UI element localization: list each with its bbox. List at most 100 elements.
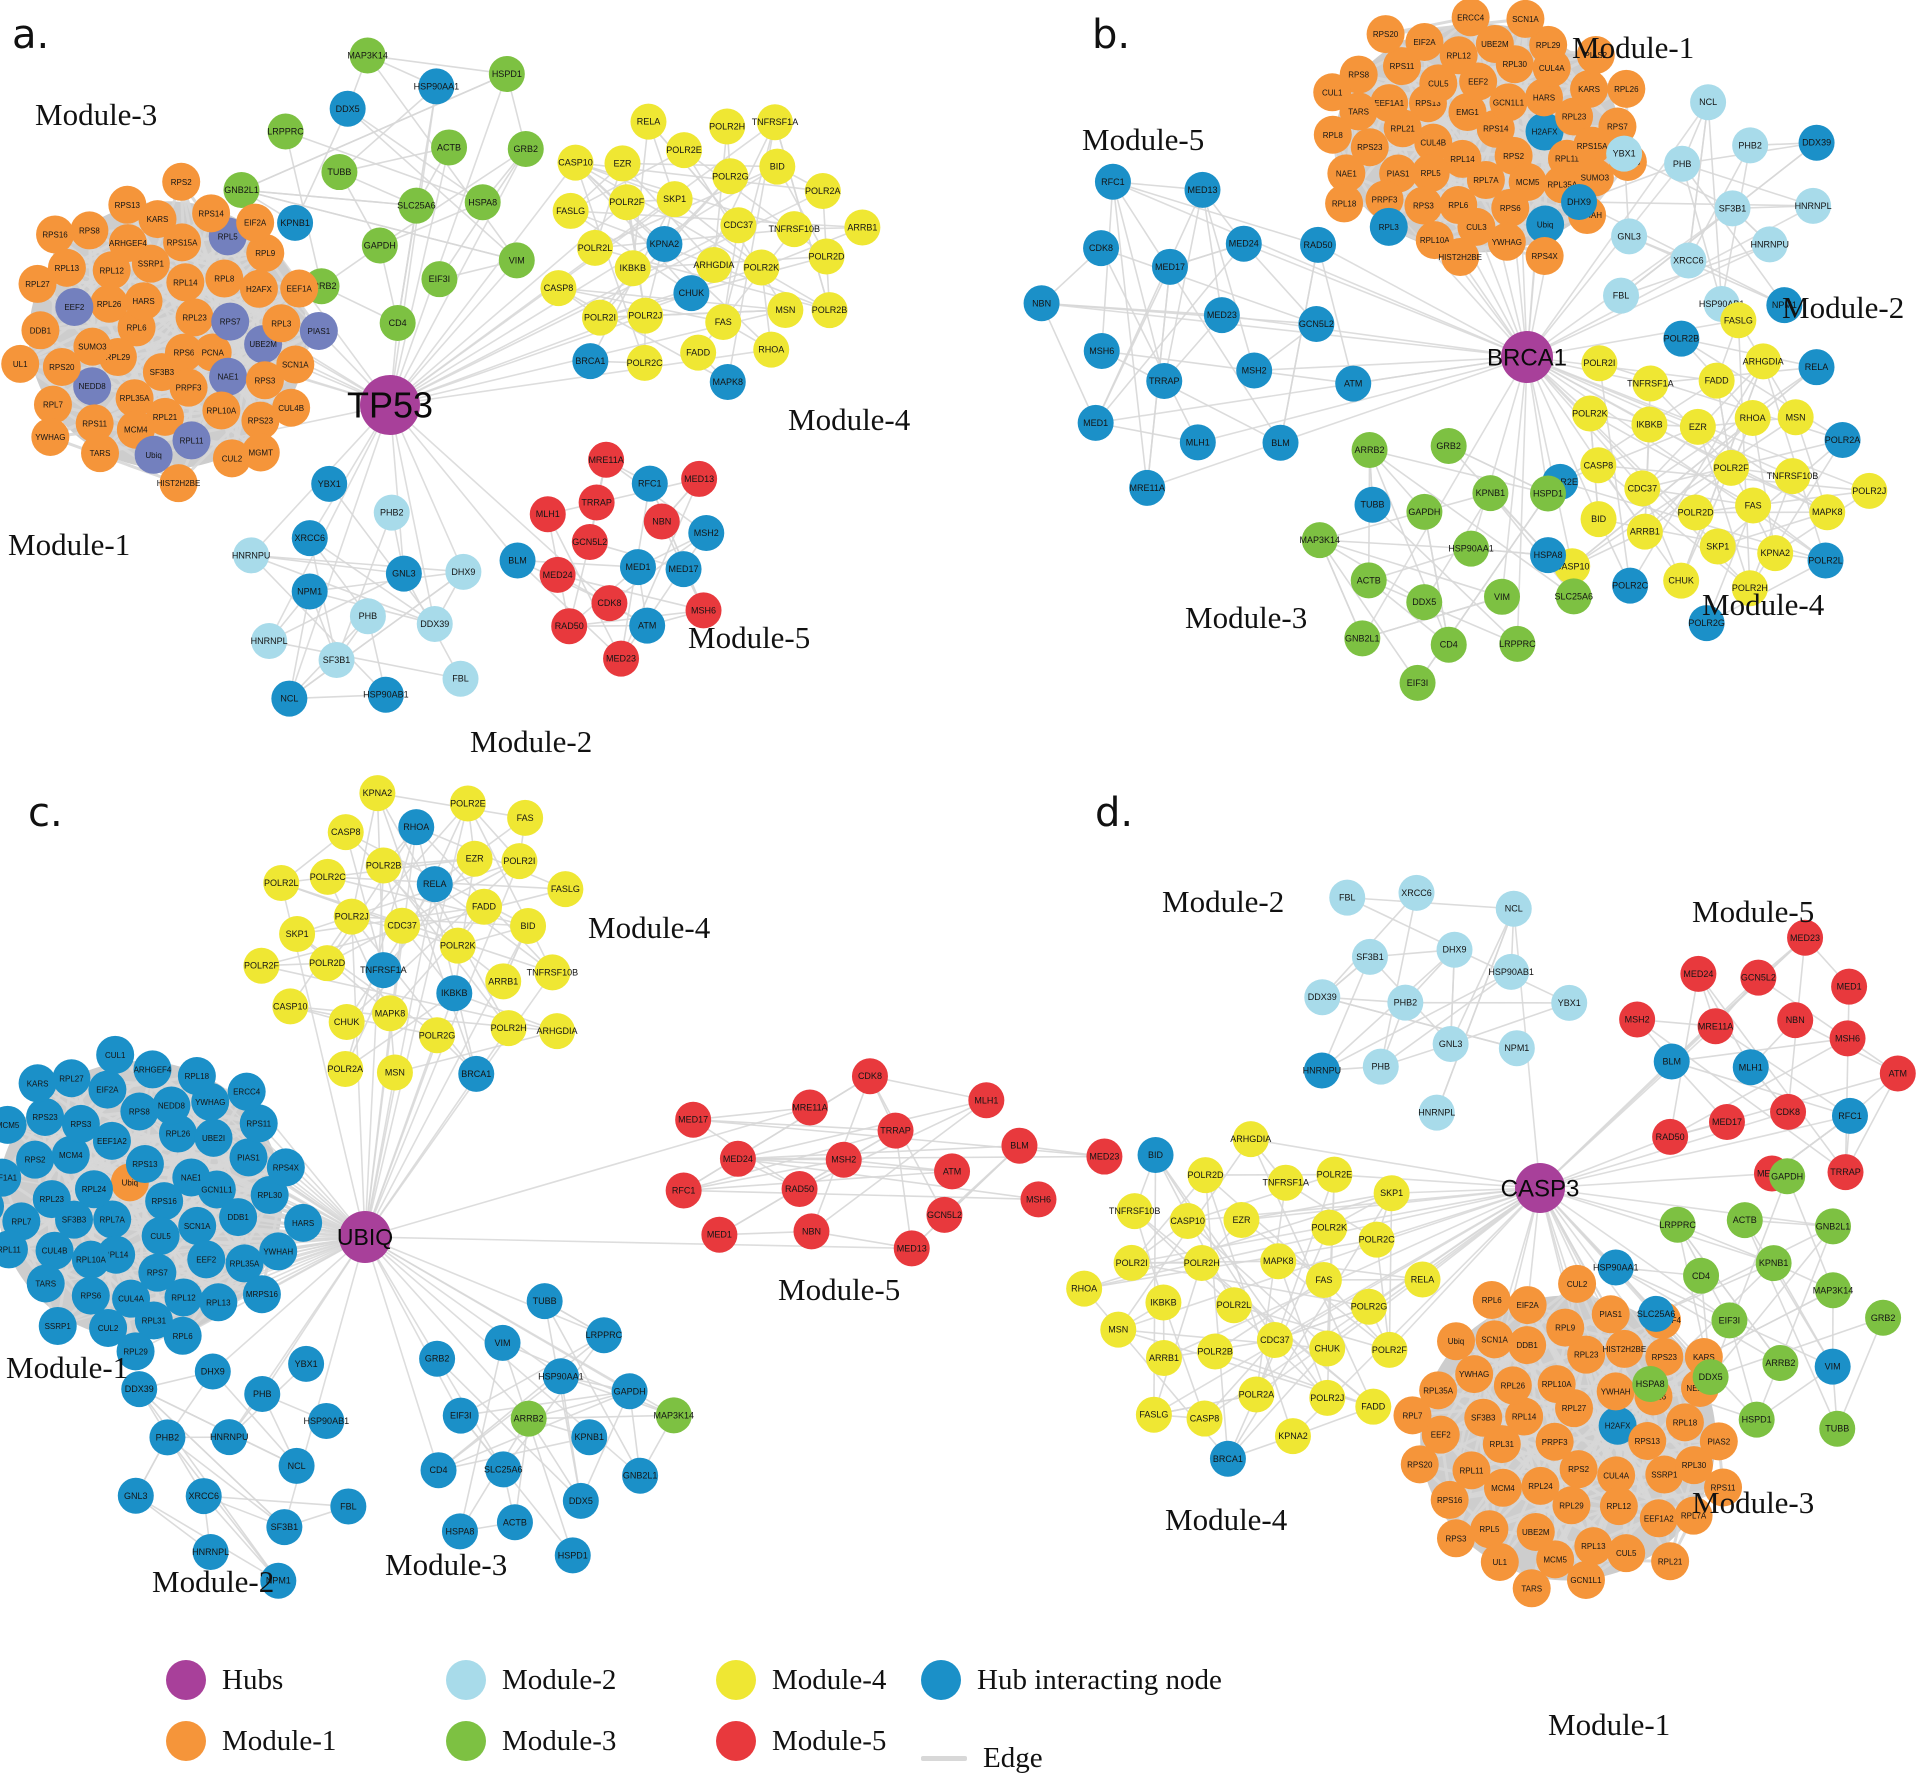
- network-node[interactable]: [1704, 1468, 1743, 1507]
- network-node[interactable]: [1745, 343, 1782, 380]
- hub-node[interactable]: [360, 375, 420, 435]
- network-node[interactable]: [825, 1141, 862, 1178]
- network-node[interactable]: [211, 1419, 248, 1456]
- network-node[interactable]: [571, 524, 608, 561]
- network-node[interactable]: [35, 1231, 74, 1270]
- network-node[interactable]: [781, 1171, 818, 1208]
- network-node[interactable]: [1100, 1311, 1137, 1348]
- network-node[interactable]: [291, 573, 328, 610]
- network-node[interactable]: [61, 1104, 100, 1143]
- network-node[interactable]: [1482, 1425, 1521, 1464]
- network-node[interactable]: [1599, 1487, 1638, 1526]
- network-node[interactable]: [175, 298, 214, 337]
- network-node[interactable]: [709, 108, 746, 145]
- network-node[interactable]: [93, 1200, 132, 1239]
- network-node[interactable]: [1711, 1302, 1748, 1339]
- network-node[interactable]: [626, 344, 663, 381]
- network-node[interactable]: [1525, 236, 1564, 275]
- network-node[interactable]: [291, 520, 328, 557]
- network-node[interactable]: [1439, 36, 1478, 75]
- network-node[interactable]: [1493, 1366, 1532, 1405]
- network-node[interactable]: [441, 1513, 478, 1550]
- network-node[interactable]: [239, 269, 278, 308]
- network-node[interactable]: [1516, 1512, 1555, 1551]
- network-node[interactable]: [442, 1397, 479, 1434]
- network-node[interactable]: [1350, 1288, 1387, 1325]
- network-node[interactable]: [1508, 1326, 1547, 1365]
- network-node[interactable]: [1677, 494, 1714, 531]
- network-node[interactable]: [681, 460, 718, 497]
- network-node[interactable]: [42, 347, 81, 386]
- network-node[interactable]: [581, 299, 618, 336]
- network-node[interactable]: [202, 391, 241, 430]
- network-node[interactable]: [1116, 1193, 1153, 1230]
- network-node[interactable]: [529, 496, 566, 533]
- network-node[interactable]: [1351, 431, 1388, 468]
- network-node[interactable]: [665, 551, 702, 588]
- network-node[interactable]: [0, 1105, 27, 1144]
- network-node[interactable]: [251, 623, 288, 660]
- network-node[interactable]: [1398, 874, 1435, 911]
- network-node[interactable]: [442, 660, 479, 697]
- network-node[interactable]: [1309, 1330, 1346, 1367]
- network-node[interactable]: [328, 1004, 365, 1041]
- network-node[interactable]: [1411, 154, 1450, 193]
- network-node[interactable]: [759, 148, 796, 185]
- network-node[interactable]: [1274, 1418, 1311, 1455]
- network-node[interactable]: [138, 200, 177, 239]
- network-node[interactable]: [630, 103, 667, 140]
- network-node[interactable]: [743, 249, 780, 286]
- network-node[interactable]: [1137, 1136, 1174, 1173]
- network-node[interactable]: [1653, 1043, 1690, 1080]
- network-node[interactable]: [1267, 1164, 1304, 1201]
- network-node[interactable]: [539, 556, 576, 593]
- network-node[interactable]: [1598, 1406, 1637, 1445]
- network-node[interactable]: [968, 1082, 1005, 1119]
- network-node[interactable]: [1457, 207, 1496, 246]
- network-node[interactable]: [1448, 93, 1487, 132]
- network-node[interactable]: [141, 1216, 180, 1255]
- network-node[interactable]: [510, 908, 547, 945]
- network-node[interactable]: [1316, 1156, 1353, 1193]
- network-node[interactable]: [1670, 242, 1707, 279]
- network-node[interactable]: [329, 90, 366, 127]
- network-node[interactable]: [233, 537, 270, 574]
- network-node[interactable]: [1499, 625, 1536, 662]
- network-node[interactable]: [367, 676, 404, 713]
- network-node[interactable]: [1183, 1244, 1220, 1281]
- network-node[interactable]: [488, 55, 525, 92]
- network-node[interactable]: [534, 954, 571, 991]
- network-node[interactable]: [591, 585, 628, 622]
- network-node[interactable]: [934, 1153, 971, 1190]
- network-node[interactable]: [1829, 1020, 1866, 1057]
- network-node[interactable]: [1581, 345, 1618, 382]
- network-node[interactable]: [1151, 248, 1188, 285]
- network-node[interactable]: [18, 264, 57, 303]
- network-node[interactable]: [74, 1170, 113, 1209]
- network-node[interactable]: [398, 187, 435, 224]
- network-node[interactable]: [1129, 469, 1166, 506]
- network-node[interactable]: [92, 1121, 131, 1160]
- network-node[interactable]: [712, 158, 749, 195]
- network-node[interactable]: [1451, 0, 1490, 37]
- network-node[interactable]: [1475, 24, 1514, 63]
- network-node[interactable]: [1865, 1299, 1902, 1336]
- network-node[interactable]: [1238, 1376, 1275, 1413]
- network-node[interactable]: [466, 888, 503, 925]
- network-node[interactable]: [585, 1317, 622, 1354]
- network-node[interactable]: [793, 1213, 830, 1250]
- network-node[interactable]: [1628, 1421, 1667, 1460]
- network-node[interactable]: [540, 270, 577, 307]
- network-node[interactable]: [1591, 1295, 1630, 1334]
- network-node[interactable]: [277, 204, 314, 241]
- network-node[interactable]: [0, 1158, 22, 1197]
- network-node[interactable]: [75, 404, 114, 443]
- network-node[interactable]: [1405, 22, 1444, 61]
- network-node[interactable]: [280, 269, 319, 308]
- network-node[interactable]: [1225, 225, 1262, 262]
- network-node[interactable]: [1665, 1403, 1704, 1442]
- network-node[interactable]: [1683, 1257, 1720, 1294]
- network-node[interactable]: [1815, 1208, 1852, 1245]
- network-node[interactable]: [18, 1064, 57, 1103]
- network-node[interactable]: [557, 144, 594, 181]
